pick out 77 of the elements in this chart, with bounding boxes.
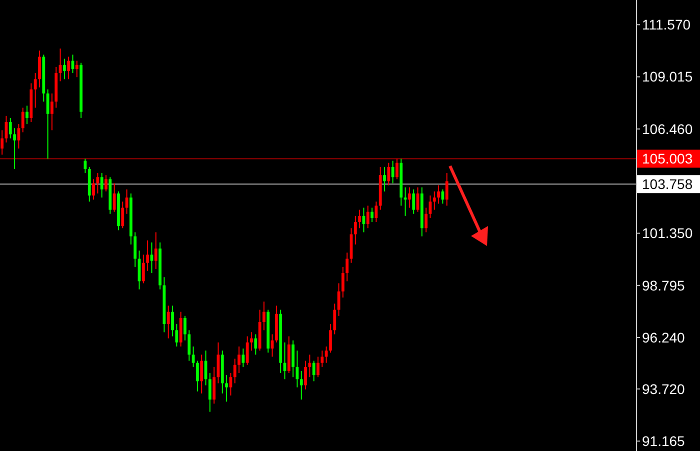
candlestick — [387, 162, 390, 186]
candlestick — [391, 160, 394, 184]
ref-line-label: 103.758 — [642, 176, 693, 192]
candlestick — [184, 315, 186, 341]
candlestick — [225, 374, 228, 402]
candlestick — [8, 117, 12, 139]
candlestick — [370, 207, 374, 223]
candlestick — [166, 305, 170, 339]
candlestick — [92, 178, 95, 200]
candlestick — [150, 242, 154, 274]
candlestick — [424, 207, 428, 233]
candlestick — [121, 201, 124, 229]
candlestick — [333, 303, 336, 335]
candlestick — [300, 370, 303, 400]
candlestick — [254, 334, 258, 356]
candlestick — [100, 172, 104, 198]
candlestick — [134, 232, 137, 268]
ref-line-label: 105.003 — [642, 150, 693, 167]
candlestick — [34, 72, 37, 108]
candlestick — [445, 172, 448, 206]
candlestick — [262, 301, 266, 331]
candlestick — [104, 174, 108, 192]
candlestick — [396, 158, 398, 180]
candlestick — [432, 190, 436, 210]
y-tick-label: 109.015 — [642, 68, 693, 85]
candlestick — [346, 252, 349, 282]
candlestick — [292, 340, 295, 378]
candlestick — [208, 372, 212, 412]
y-tick-label: 111.570 — [642, 16, 691, 33]
candlestick — [0, 130, 4, 156]
y-tick-label: 93.720 — [642, 380, 686, 397]
candlestick — [62, 58, 66, 80]
candlestick — [171, 305, 174, 337]
candlestick — [408, 186, 411, 208]
candlestick — [358, 209, 362, 229]
candlestick — [46, 88, 50, 160]
candlestick — [21, 107, 24, 133]
candlestick — [112, 182, 116, 212]
candlestick — [341, 266, 344, 298]
candlestick — [175, 324, 178, 348]
candlestick — [38, 50, 41, 88]
candlestick — [383, 166, 386, 192]
candlestick — [26, 105, 28, 125]
candlestick — [154, 232, 158, 270]
candlestick — [212, 366, 216, 404]
candlestick — [437, 184, 440, 204]
candlestick — [312, 360, 316, 382]
candlestick — [366, 205, 370, 229]
candlestick — [50, 92, 54, 131]
y-tick-label: 98.795 — [642, 277, 686, 294]
candlestick — [238, 346, 240, 374]
candlestick — [324, 346, 328, 364]
candlestick — [233, 358, 236, 384]
candlestick — [200, 354, 204, 394]
candlestick — [246, 336, 249, 366]
y-tick-label: 106.460 — [642, 120, 693, 137]
y-tick-label: 101.350 — [642, 225, 693, 242]
candlestick — [188, 330, 191, 362]
candlestick — [142, 254, 145, 284]
candlestick — [304, 360, 307, 390]
candlestick — [320, 350, 324, 368]
candlestick — [242, 348, 245, 368]
candlestick — [329, 324, 332, 354]
candlestick — [354, 215, 357, 245]
candlestick — [196, 360, 199, 392]
y-tick-label: 96.240 — [642, 329, 686, 346]
y-tick-label: 91.165 — [642, 433, 686, 449]
candlestick — [96, 172, 100, 194]
candlestick — [75, 60, 78, 78]
candlestick — [146, 240, 150, 272]
candlestick — [67, 56, 70, 80]
candlestick — [13, 128, 16, 170]
candlestick — [412, 188, 416, 214]
candlestick — [250, 332, 253, 352]
candlestick — [308, 354, 312, 378]
candlestick — [316, 356, 320, 378]
candlestick — [374, 201, 378, 223]
